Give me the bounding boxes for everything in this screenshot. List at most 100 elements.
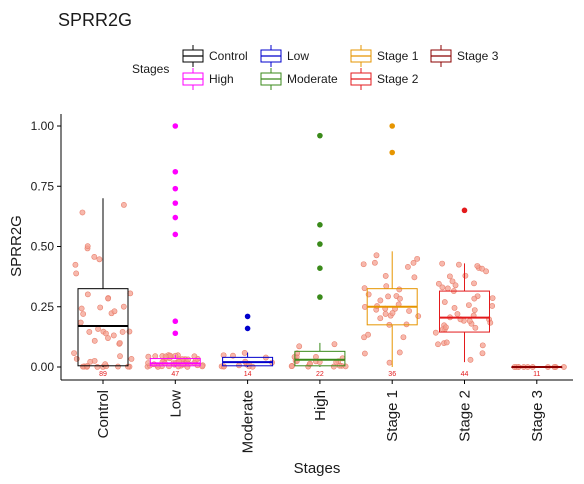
y-tick-label: 0.50 xyxy=(31,240,55,254)
y-tick-label: 0.00 xyxy=(31,360,55,374)
outlier-point xyxy=(317,294,323,300)
jitter-point xyxy=(105,295,111,302)
jitter-point xyxy=(185,356,192,363)
jitter-point xyxy=(396,349,403,356)
jitter-point xyxy=(373,252,380,259)
jitter-point xyxy=(361,285,368,292)
plot-area: 0.00 0.25 0.50 0.75 1.00 89 47 14 22 36 44 11 Cont… xyxy=(31,114,573,453)
outlier-point xyxy=(317,132,323,139)
jitter-point xyxy=(465,302,472,308)
jitter-point xyxy=(483,268,489,275)
y-axis-label: SPRR2G xyxy=(8,215,25,277)
y-tick-label: 0.75 xyxy=(31,179,55,193)
jitter-point xyxy=(454,311,461,317)
legend-item-stage-2: Stage 2 xyxy=(350,68,419,90)
jitter-point xyxy=(435,280,442,287)
jitter-point xyxy=(377,297,384,304)
jitter-point xyxy=(489,303,496,309)
jitter-point xyxy=(84,243,91,250)
jitter-point xyxy=(471,307,478,314)
jitter-point xyxy=(472,324,479,331)
jitter-point xyxy=(117,353,123,360)
jitter-point xyxy=(115,363,121,370)
outlier-point xyxy=(317,222,323,228)
outlier-point xyxy=(389,149,396,156)
group-count-label: 47 xyxy=(171,371,179,378)
jitter-point xyxy=(79,209,86,216)
jitter-point xyxy=(128,355,135,362)
jitter-point xyxy=(446,273,453,280)
jitter-point xyxy=(382,311,389,317)
jitter-point xyxy=(479,342,486,349)
jitter-point xyxy=(73,270,80,277)
jitter-point xyxy=(121,202,127,208)
y-tick-label: 0.25 xyxy=(31,300,55,314)
legend-items: Control High Low Moderate Stage 1 Stage 2 Stag… xyxy=(182,45,499,90)
jitter-point xyxy=(120,303,127,310)
group-count-label: 89 xyxy=(99,371,107,378)
jitter-point xyxy=(410,259,417,266)
jitter-point xyxy=(80,311,87,317)
jitter-point xyxy=(396,286,403,293)
jitter-point xyxy=(95,326,101,332)
jitter-point xyxy=(86,329,93,335)
jitter-point xyxy=(386,359,393,366)
group-count-label: 44 xyxy=(461,371,469,378)
jitter-point xyxy=(474,263,481,269)
jitter-point xyxy=(414,255,421,262)
box-stage-2 xyxy=(439,290,490,333)
jitter-point xyxy=(91,337,98,344)
jitter-point xyxy=(467,356,474,363)
jitter-point xyxy=(342,363,349,370)
jitter-point xyxy=(479,350,486,357)
jitter-point xyxy=(365,331,371,338)
outlier-point xyxy=(317,241,323,247)
outlier-point xyxy=(172,318,179,325)
legend-item-label: Stage 3 xyxy=(457,49,499,63)
legend-item-label: Moderate xyxy=(287,72,338,86)
legend-item-label: Low xyxy=(287,49,309,63)
jitter-point xyxy=(184,363,191,370)
jitter-point xyxy=(400,334,407,341)
jitter-point xyxy=(415,313,422,320)
jitter-point xyxy=(111,308,118,315)
jitter-point xyxy=(94,363,101,370)
jitter-point xyxy=(78,305,85,312)
x-tick-label: Stage 1 xyxy=(384,390,401,442)
jitter-point xyxy=(441,299,448,305)
legend-title: Stages xyxy=(132,62,169,76)
legend-item-stage-3: Stage 3 xyxy=(430,45,499,67)
outlier-point xyxy=(172,330,179,337)
jitter-point xyxy=(71,350,77,357)
legend-item-label: Stage 1 xyxy=(377,49,419,63)
outlier-point xyxy=(172,168,179,175)
jitter-point xyxy=(371,259,378,266)
jitter-point xyxy=(249,363,256,370)
legend-item-label: Control xyxy=(209,49,248,63)
x-tick-label: Low xyxy=(167,390,184,418)
jitter-point xyxy=(360,261,367,268)
jitter-point xyxy=(443,339,450,346)
outlier-point xyxy=(244,313,251,320)
jitter-point xyxy=(452,282,459,289)
jitter-point xyxy=(439,284,446,291)
y-ticks: 0.00 0.25 0.50 0.75 1.00 xyxy=(31,119,61,374)
x-ticks: Control Low Moderate High Stage 1 Stage 2 Stag… xyxy=(95,380,546,453)
x-tick-label: Stage 2 xyxy=(457,390,474,442)
jitter-point xyxy=(296,343,303,350)
jitter-point xyxy=(152,353,159,360)
legend-item-low: Low xyxy=(260,45,309,67)
outlier-point xyxy=(172,214,179,221)
jitter-point xyxy=(377,315,384,322)
outlier-point xyxy=(461,207,468,214)
jitter-point xyxy=(110,332,117,339)
box-low xyxy=(149,358,201,367)
jitter-point xyxy=(435,341,441,348)
jitter-point xyxy=(361,334,367,341)
jitter-point xyxy=(405,264,411,270)
jitter-point xyxy=(456,261,462,268)
jitter-point xyxy=(406,308,412,314)
group-count-label: 11 xyxy=(533,371,540,378)
jitter-point xyxy=(97,304,104,311)
jitter-point xyxy=(84,291,91,298)
